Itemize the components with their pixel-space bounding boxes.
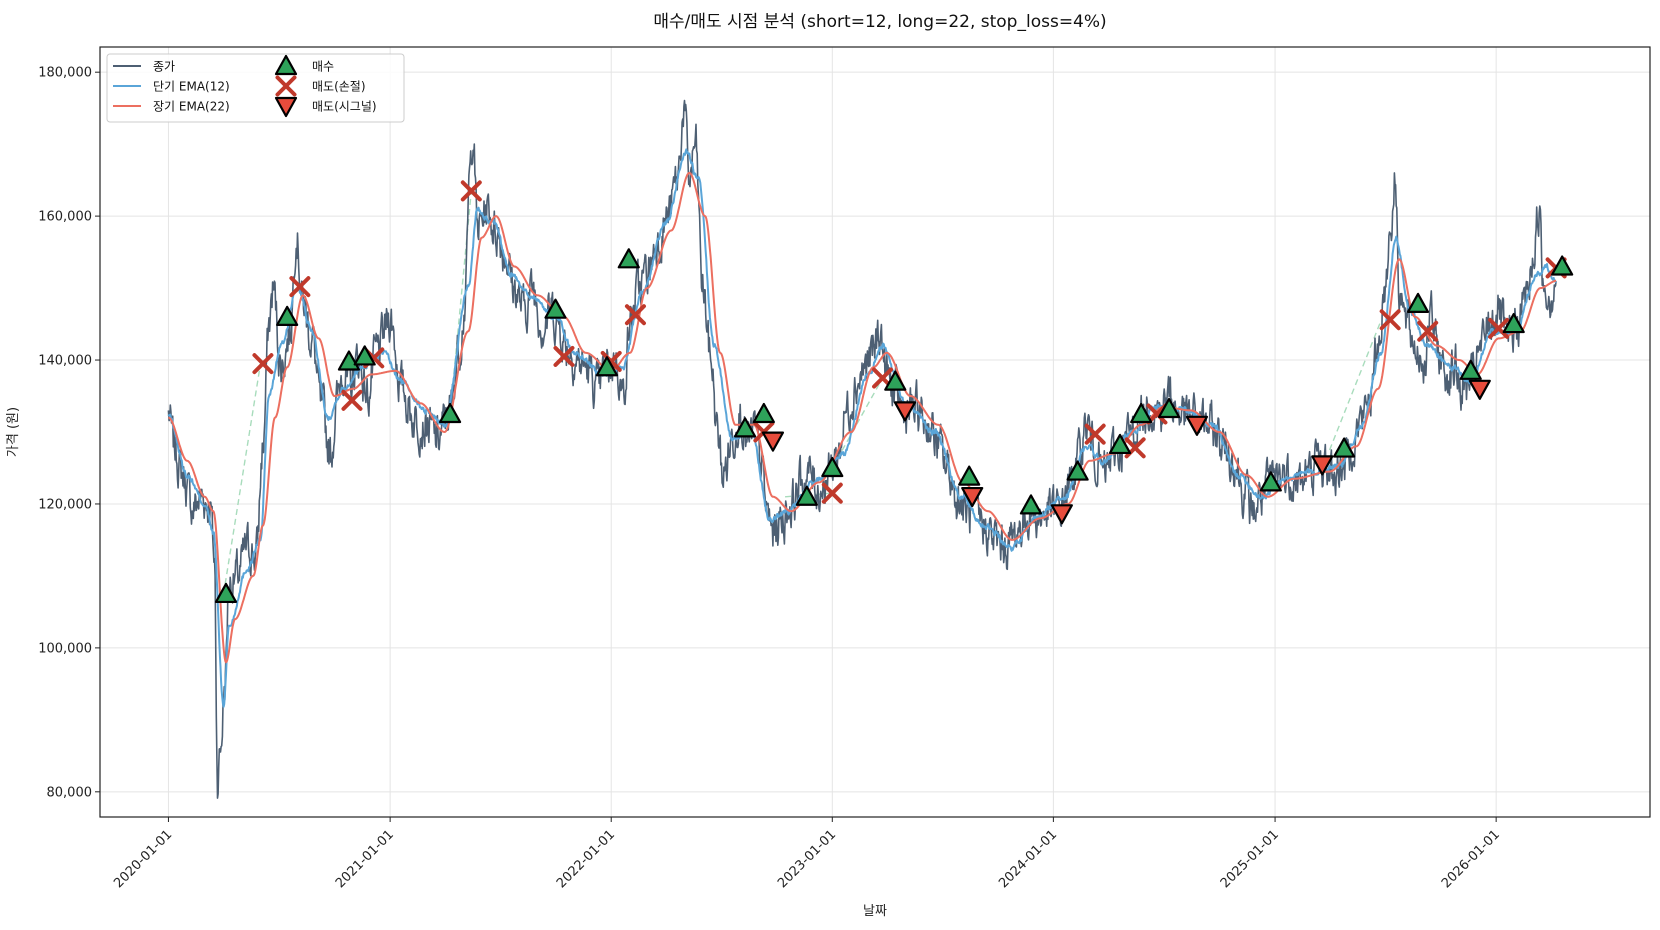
y-axis-label: 가격 (원) (6, 407, 21, 457)
plot-area (100, 47, 1650, 817)
sell-signal-marker (893, 401, 917, 422)
stop-stroke (624, 304, 646, 326)
x-axis-label: 날짜 (863, 904, 887, 919)
stop-stroke (821, 482, 843, 504)
trade-path (222, 363, 262, 595)
buy-marker (1108, 433, 1132, 455)
legend-label: 장기 EMA(22) (153, 100, 230, 114)
sell-signal-marker (1050, 504, 1073, 525)
trade-path (831, 377, 884, 469)
buy-marker (795, 485, 818, 506)
buy-marker (1551, 255, 1574, 276)
buy-marker (438, 402, 462, 424)
stop-stroke (553, 345, 575, 367)
markers (214, 180, 1574, 604)
buy-marker (214, 582, 238, 604)
legend-stop-swatch (275, 75, 297, 97)
stop-stroke (341, 389, 363, 411)
stop-stroke (289, 276, 311, 298)
chart-title: 매수/매도 시점 분석 (short=12, long=22, stop_los… (653, 12, 1106, 32)
buy-marker (1259, 471, 1282, 492)
sell-stop-marker (460, 180, 482, 202)
buy-marker (958, 465, 981, 486)
buy-marker (1333, 437, 1356, 458)
legend-buy-swatch (274, 54, 298, 76)
buy-marker (821, 456, 844, 478)
x-tick-label: 2025-01-01 (1218, 827, 1282, 891)
stop-stroke (872, 367, 894, 389)
trade-path (449, 190, 472, 415)
x-tick-label: 2023-01-01 (775, 827, 839, 891)
sell-signal-marker (1311, 455, 1334, 476)
buy-marker (276, 305, 299, 326)
buy-marker (617, 248, 640, 269)
legend-label: 매수 (312, 60, 334, 74)
sell-stop-marker (821, 482, 843, 504)
stop-stroke (252, 353, 274, 375)
sell-stop-marker (553, 345, 575, 367)
buy-marker (1502, 312, 1525, 334)
y-tick-label: 100,000 (38, 641, 92, 656)
stop-stroke (1084, 423, 1106, 445)
stop-stroke (1417, 320, 1439, 342)
sell-stop-marker (289, 276, 311, 298)
sell-stop-marker (1417, 320, 1439, 342)
stop-stroke (460, 180, 482, 202)
legend-label: 종가 (153, 60, 175, 74)
buy-marker (1157, 397, 1181, 419)
x-tick-label: 2020-01-01 (111, 827, 175, 891)
legend-signal-swatch (274, 96, 298, 118)
sell-stop-marker (1084, 423, 1106, 445)
stop-stroke (275, 75, 297, 97)
x-tick-label: 2022-01-01 (554, 827, 618, 891)
x-tick-label: 2026-01-01 (1439, 827, 1503, 891)
buy-marker (544, 298, 567, 319)
buy-marker (595, 356, 619, 377)
y-axis: 80,000 100,000 120,000 140,000 160,000 180,00… (38, 66, 100, 800)
y-tick-label: 80,000 (47, 785, 93, 800)
close-price-line (167, 99, 1557, 799)
x-tick-label: 2024-01-01 (996, 827, 1060, 891)
buy-marker (1066, 460, 1089, 481)
sell-stop-marker (624, 304, 646, 326)
buy-marker (1406, 292, 1430, 314)
trade-path (1328, 320, 1382, 451)
sell-signal-marker (1185, 415, 1209, 436)
y-tick-label: 120,000 (38, 497, 92, 512)
buy-marker (1019, 494, 1043, 515)
sell-signal-marker (1468, 379, 1491, 400)
legend-label: 단기 EMA(12) (153, 80, 230, 94)
buy-marker (752, 402, 775, 424)
sell-stop-marker (1379, 309, 1401, 331)
stop-stroke (1488, 317, 1510, 339)
buy-marker (884, 370, 907, 391)
y-tick-label: 160,000 (38, 210, 92, 225)
x-axis: 2020-01-01 2021-01-01 2022-01-01 2023-01-01… (111, 817, 1503, 891)
buy-marker (353, 345, 376, 366)
y-tick-label: 140,000 (38, 354, 92, 369)
sell-stop-marker (341, 389, 363, 411)
sell-stop-marker (252, 353, 274, 375)
legend-box (106, 53, 405, 123)
buy-marker (733, 417, 757, 438)
sell-stop-marker (1488, 317, 1510, 339)
y-tick-label: 180,000 (38, 66, 92, 81)
legend-label: 매도(시그널) (312, 100, 377, 114)
legend-label: 매도(손절) (312, 80, 366, 94)
sell-signal-marker (961, 486, 984, 508)
stop-stroke (1379, 309, 1401, 331)
buy-marker (1130, 402, 1153, 424)
x-tick-label: 2021-01-01 (333, 827, 397, 891)
sell-signal-marker (761, 431, 785, 452)
plot-frame (99, 46, 1651, 818)
buy-marker (1459, 359, 1482, 380)
